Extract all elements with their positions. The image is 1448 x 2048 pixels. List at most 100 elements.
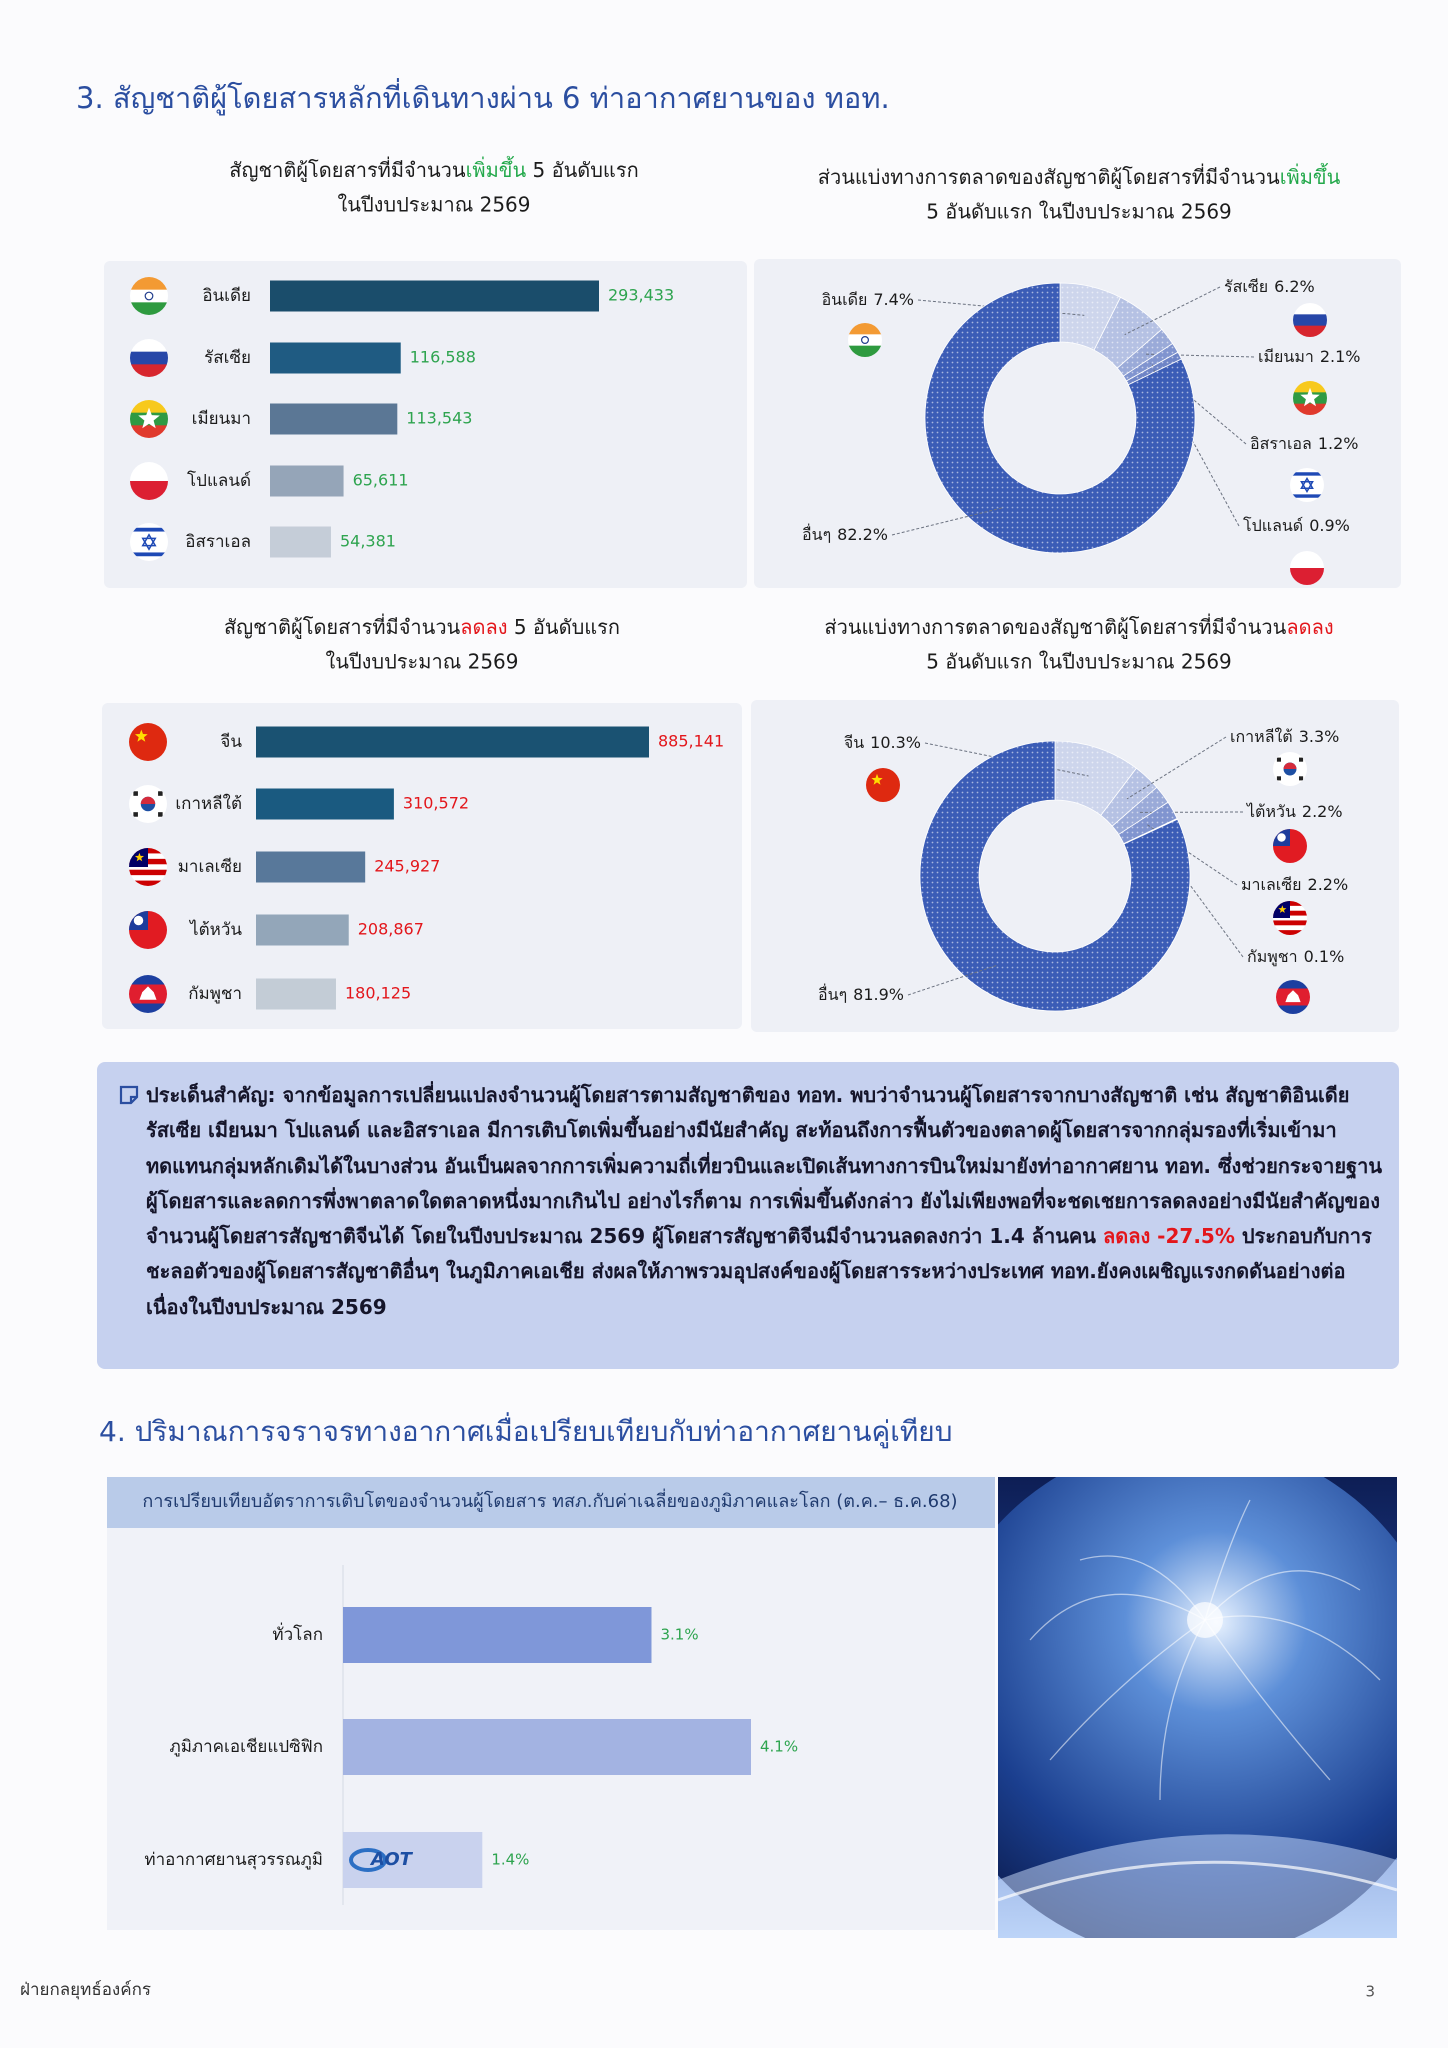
footer-department: ฝ่ายกลยุทธ์องค์กร xyxy=(20,1980,151,2000)
slice-category: รัสเซีย xyxy=(1224,277,1268,296)
leader-line xyxy=(1150,831,1244,958)
slice-value: 6.2% xyxy=(1274,277,1315,296)
flag-icon xyxy=(1273,901,1307,935)
slice-category: จีน xyxy=(844,733,864,752)
slice-value: 1.2% xyxy=(1318,434,1359,453)
flag-icon xyxy=(1293,303,1327,337)
value-label: 3.1% xyxy=(660,1626,698,1644)
panel xyxy=(754,259,1401,588)
slice-category: โปแลนด์ xyxy=(1243,516,1303,535)
section-title: 4. ปริมาณการจราจรทางอากาศเมื่อเปรียบเทีย… xyxy=(99,1412,952,1449)
key-text: จากข้อมูลการเปลี่ยนแปลงจำนวนผู้โดยสารตาม… xyxy=(146,1083,1383,1249)
logo-swoosh xyxy=(349,1848,387,1872)
slice-label: กัมพูชา 0.1% xyxy=(1247,947,1344,967)
value-label: 208,867 xyxy=(358,920,424,939)
slice-category: อื่นๆ xyxy=(818,983,847,1004)
key-point: ประเด็นสำคัญ: จากข้อมูลการเปลี่ยนแปลงจำน… xyxy=(146,1078,1386,1325)
flag-icon xyxy=(1290,468,1324,502)
chart-title: สัญชาติผู้โดยสารที่มีจำนวนเพิ่มขึ้น 5 อั… xyxy=(229,156,638,183)
chart-title-part: 5 อันดับแรก xyxy=(507,615,620,639)
flag-icon xyxy=(848,323,882,357)
donut-slice xyxy=(924,282,1196,554)
chart-title-part: ส่วนแบ่งทางการตลาดของสัญชาติผู้โดยสารที่… xyxy=(818,163,1280,190)
value-label: 116,588 xyxy=(410,348,476,367)
slice-category: อิสราเอล xyxy=(1250,434,1312,453)
leader-line xyxy=(1126,736,1227,800)
bar xyxy=(256,851,366,883)
panel xyxy=(102,703,742,1029)
bar xyxy=(270,342,401,374)
flag-icon xyxy=(1290,551,1324,585)
bar xyxy=(256,788,394,820)
flag-icon xyxy=(129,911,167,949)
chart-title-part: เพิ่มขึ้น xyxy=(1280,163,1341,189)
bar xyxy=(256,978,336,1010)
flag-icon xyxy=(129,785,167,823)
page-number: 3 xyxy=(1365,1983,1375,2001)
bar xyxy=(343,1719,751,1775)
leader-line xyxy=(891,506,1005,536)
slice-value: 2.2% xyxy=(1302,802,1343,821)
slice-category: เกาหลีใต้ xyxy=(1230,727,1293,746)
category-label: โปแลนด์ xyxy=(187,470,251,491)
value-label: 245,927 xyxy=(374,857,440,876)
value-label: 54,381 xyxy=(340,532,396,551)
bar xyxy=(256,726,649,758)
bar xyxy=(256,914,349,946)
value-label: 293,433 xyxy=(608,286,674,305)
value-label: 310,572 xyxy=(403,794,469,813)
chart-title-part: สัญชาติผู้โดยสารที่มีจำนวน xyxy=(229,156,466,183)
chart-title-part: ลดลง xyxy=(460,615,507,639)
slice-category: เมียนมา xyxy=(1258,347,1314,366)
slice-value: 82.2% xyxy=(837,525,888,544)
slice-value: 81.9% xyxy=(853,985,904,1004)
slice-value: 3.3% xyxy=(1299,727,1340,746)
flag-icon xyxy=(129,848,167,886)
slice-label: โปแลนด์ 0.9% xyxy=(1243,516,1350,535)
panel xyxy=(751,700,1399,1032)
bar xyxy=(343,1832,483,1888)
category-label: รัสเซีย xyxy=(204,348,251,368)
chart-title: สัญชาติผู้โดยสารที่มีจำนวนลดลง 5 อันดับแ… xyxy=(224,613,620,640)
leader-line xyxy=(924,742,1089,777)
section-title: 3. สัญชาติผู้โดยสารหลักที่เดินทางผ่าน 6 … xyxy=(76,78,890,116)
chart-title-part: 5 อันดับแรก xyxy=(526,158,639,182)
slice-label: อิสราเอล 1.2% xyxy=(1250,434,1359,453)
leader-line xyxy=(917,299,1085,316)
slice-category: ไต้หวัน xyxy=(1245,802,1296,821)
category-label: มาเลเซีย xyxy=(178,857,242,877)
bar xyxy=(270,280,599,312)
slice-label: อินเดีย 7.4% xyxy=(822,290,914,309)
chart-title: ส่วนแบ่งทางการตลาดของสัญชาติผู้โดยสารที่… xyxy=(824,613,1333,640)
flag-icon xyxy=(130,277,168,315)
category-label: ทั่วโลก xyxy=(272,1622,323,1645)
value-label: 4.1% xyxy=(760,1738,798,1756)
slice-value: 2.1% xyxy=(1320,347,1361,366)
slice-label: รัสเซีย 6.2% xyxy=(1224,277,1315,296)
slice-label: เกาหลีใต้ 3.3% xyxy=(1230,727,1339,746)
chart-title-part: ส่วนแบ่งทางการตลาดของสัญชาติผู้โดยสารที่… xyxy=(824,613,1286,640)
flag-icon xyxy=(130,523,168,561)
bar-logo: AOT xyxy=(369,1849,414,1870)
chart-title: ส่วนแบ่งทางการตลาดของสัญชาติผู้โดยสารที่… xyxy=(818,163,1341,190)
chart-title-part: สัญชาติผู้โดยสารที่มีจำนวน xyxy=(224,613,461,640)
value-label: 1.4% xyxy=(491,1851,529,1869)
category-label: กัมพูชา xyxy=(188,984,242,1004)
category-label: เมียนมา xyxy=(192,409,251,429)
category-label: ภูมิภาคเอเชียแปซิฟิก xyxy=(170,1737,323,1757)
slice-label: อื่นๆ 81.9% xyxy=(818,983,904,1004)
bar xyxy=(343,1607,652,1663)
value-label: 113,543 xyxy=(406,409,472,428)
slice-label: อื่นๆ 82.2% xyxy=(802,523,888,544)
leader-line xyxy=(1124,286,1221,336)
slice-value: 10.3% xyxy=(870,733,921,752)
flag-icon xyxy=(1276,980,1310,1014)
key-highlight: ลดลง -27.5% xyxy=(1102,1224,1235,1249)
slice-category: อื่นๆ xyxy=(802,523,831,544)
category-label: ท่าอากาศยานสุวรรณภูมิ xyxy=(144,1850,323,1870)
slice-value: 2.2% xyxy=(1308,875,1349,894)
bar xyxy=(270,465,344,497)
value-label: 180,125 xyxy=(345,984,411,1003)
